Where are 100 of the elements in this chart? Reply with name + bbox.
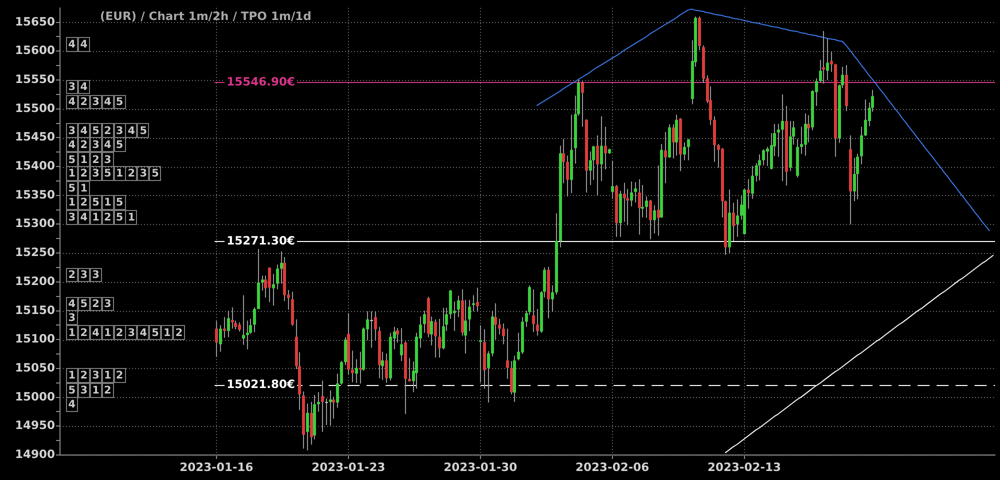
candlestick xyxy=(581,80,584,128)
annotation: 1 xyxy=(92,384,100,397)
candlestick xyxy=(687,138,690,161)
annotation: 4 xyxy=(128,125,136,138)
annotation: 3 xyxy=(92,370,100,382)
annotation: 3 xyxy=(92,96,100,108)
annotation: 2 xyxy=(80,138,88,151)
annotation: 3 xyxy=(116,125,124,138)
y-tick-label: 15300 xyxy=(14,216,55,230)
candlestick xyxy=(272,273,275,306)
candlestick xyxy=(215,320,218,358)
annotation: 2 xyxy=(116,326,124,339)
candlestick xyxy=(736,198,739,238)
y-tick-label: 15650 xyxy=(14,14,55,28)
y-tick-label: 15200 xyxy=(14,274,55,288)
candlestick xyxy=(231,306,234,330)
annotation: 1 xyxy=(68,168,76,180)
candlestick xyxy=(562,138,565,184)
candlestick xyxy=(280,250,283,284)
candlestick xyxy=(623,182,626,222)
annotation: 5 xyxy=(152,326,159,339)
candlestick xyxy=(853,157,856,202)
annotation: 4 xyxy=(80,212,88,224)
candlestick xyxy=(781,94,784,182)
annotation: 1 xyxy=(163,326,171,339)
annotation: 1 xyxy=(104,196,112,209)
candlestick xyxy=(645,196,648,218)
candlestick xyxy=(438,318,441,358)
annotation: 5 xyxy=(116,196,124,209)
candlestick xyxy=(864,99,867,136)
y-tick-label: 15100 xyxy=(14,332,55,346)
candlestick xyxy=(800,126,803,154)
candlestick xyxy=(532,288,535,333)
candlestick xyxy=(732,202,735,242)
annotation: 4 xyxy=(104,138,112,151)
candlestick xyxy=(340,360,343,386)
candlestick xyxy=(344,336,347,366)
ref-line-label: 15021.80€ xyxy=(226,377,295,392)
candlestick xyxy=(751,165,754,200)
candlestick xyxy=(826,38,829,81)
ref-line-label: 15546.90€ xyxy=(226,74,295,88)
annotation: 3 xyxy=(128,326,136,339)
annotation: 1 xyxy=(80,182,88,195)
candlestick xyxy=(762,148,765,166)
candlestick xyxy=(261,275,264,292)
annotation: 2 xyxy=(80,168,88,180)
chart-title: (EUR) / Chart 1m/2h / TPO 1m/1d xyxy=(100,8,312,23)
candlestick xyxy=(242,294,245,346)
annotation: 3 xyxy=(92,269,100,282)
candlestick xyxy=(246,320,249,350)
annotation: 1 xyxy=(80,154,88,166)
candlestick xyxy=(856,153,859,200)
annotation: 4 xyxy=(68,298,76,310)
candlestick xyxy=(227,310,230,338)
annotation: 3 xyxy=(104,154,112,166)
candlestick xyxy=(355,358,358,384)
annotation: 4 xyxy=(92,326,100,339)
annotation: 2 xyxy=(104,212,112,224)
candlestick xyxy=(634,182,637,203)
candlestick xyxy=(223,316,226,338)
y-tick-label: 14900 xyxy=(14,446,55,461)
candlestick xyxy=(374,310,377,341)
candlestick xyxy=(611,160,614,200)
annotation: 1 xyxy=(92,212,100,224)
y-tick-label: 15500 xyxy=(14,100,55,115)
candlestick xyxy=(664,131,667,184)
annotation: 1 xyxy=(68,326,76,339)
candlestick xyxy=(536,308,539,336)
candlestick xyxy=(638,178,641,236)
annotation: 1 xyxy=(116,168,124,180)
candlestick xyxy=(253,306,256,333)
candlestick xyxy=(238,322,241,332)
candlestick xyxy=(683,142,686,161)
annotation: 5 xyxy=(80,298,88,310)
candlestick xyxy=(306,403,309,451)
annotation: 2 xyxy=(68,269,76,282)
candlestick xyxy=(596,134,599,196)
y-tick-label: 15400 xyxy=(14,158,55,173)
annotation: 2 xyxy=(92,154,100,166)
annotation: 5 xyxy=(68,384,76,397)
annotation: 5 xyxy=(92,125,100,138)
candlestick xyxy=(400,328,403,362)
annotation: 3 xyxy=(80,384,88,397)
annotation: 3 xyxy=(92,138,100,151)
candlestick xyxy=(370,310,373,348)
candlestick xyxy=(630,181,633,207)
annotation: 4 xyxy=(104,96,112,108)
candlestick xyxy=(449,290,452,320)
x-tick-label: 2023-01-23 xyxy=(312,460,386,474)
candlestick xyxy=(502,322,505,345)
annotation: 3 xyxy=(104,298,112,310)
y-tick-label: 15600 xyxy=(14,43,55,58)
annotation: 5 xyxy=(140,125,148,138)
candlestick xyxy=(600,116,603,182)
candlestick xyxy=(276,264,279,290)
annotation: 1 xyxy=(68,370,76,382)
candlestick xyxy=(442,307,445,350)
candlestick xyxy=(672,124,675,159)
annotation: 1 xyxy=(68,196,76,209)
y-tick-label: 15450 xyxy=(14,130,55,144)
